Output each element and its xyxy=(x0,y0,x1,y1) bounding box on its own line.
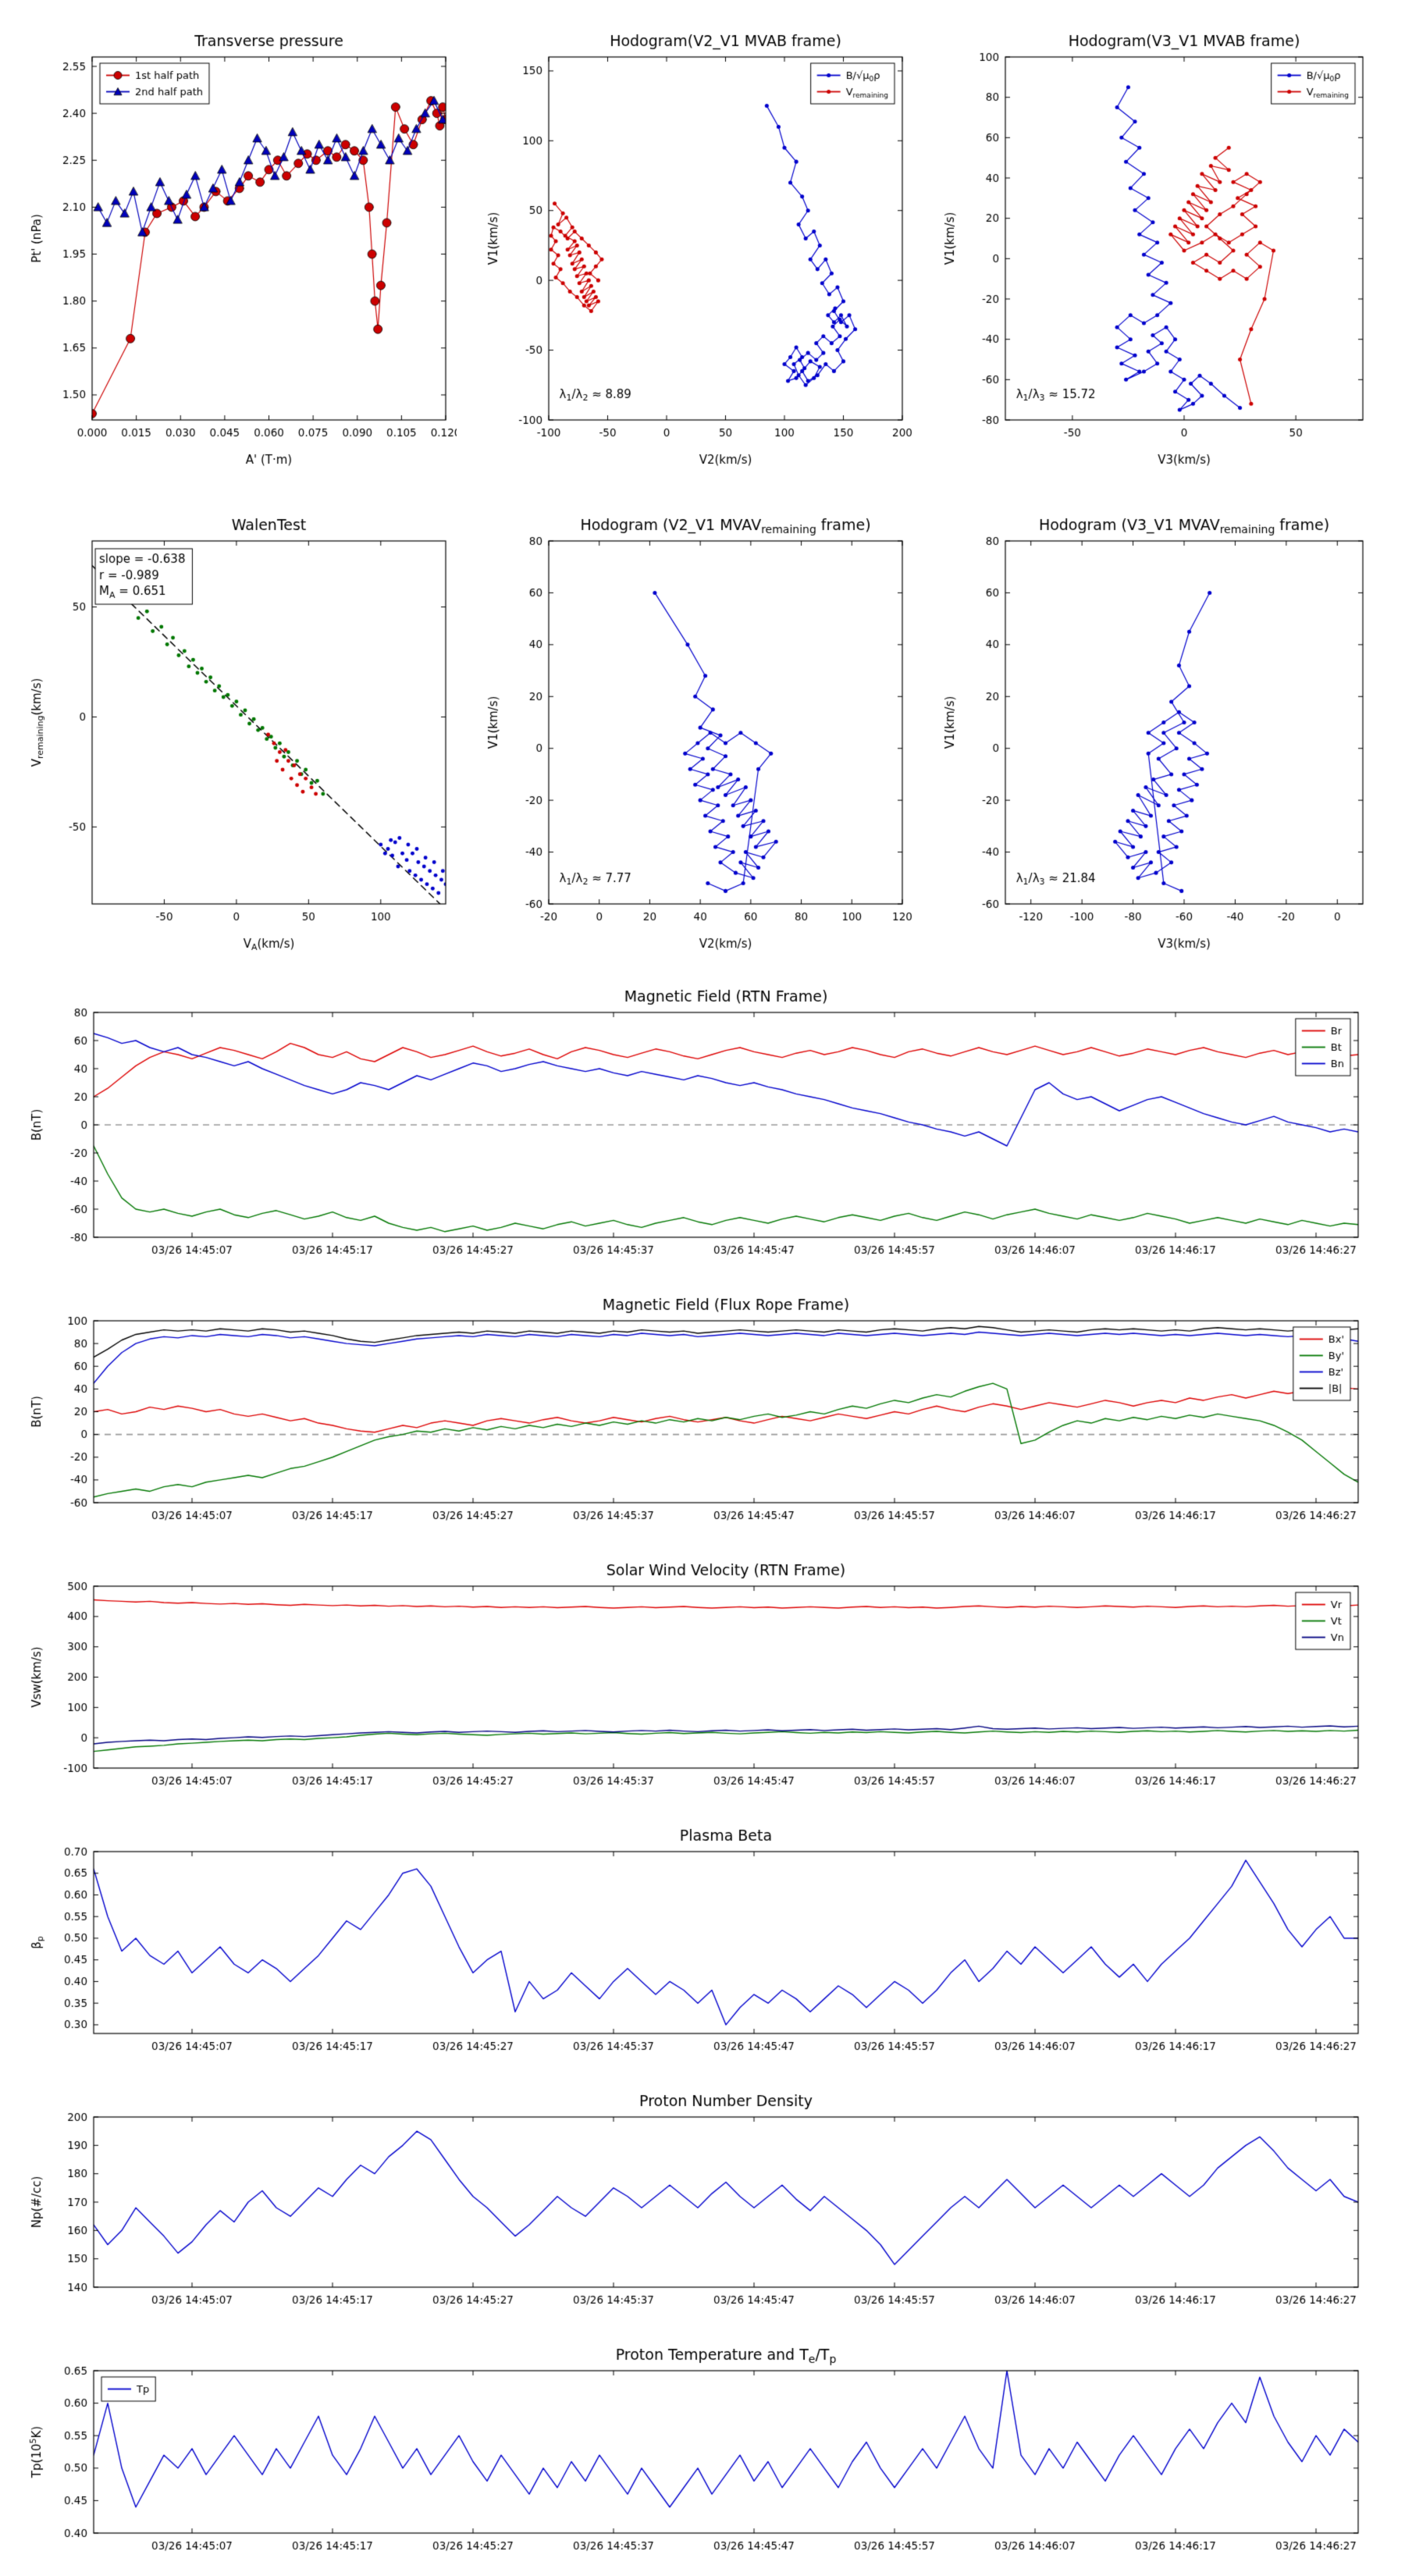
hodogram-v2v1-mvav-canvas xyxy=(480,503,913,960)
plasma-beta-canvas xyxy=(23,1819,1382,2073)
proton-density-canvas xyxy=(23,2084,1382,2326)
hodogram-v2v1-mvab-chart: Hodogram(V2_V1 MVAB frame) xyxy=(480,20,913,476)
hodogram-v2v1-mvab-canvas xyxy=(480,20,913,476)
hodogram-v3v1-mvav-chart: Hodogram (V3_V1 MVAV_{remaining} frame) xyxy=(937,503,1374,960)
proton-density-chart: Proton Number Density xyxy=(23,2084,1382,2326)
magnetic-field-fluxrope-canvas xyxy=(23,1288,1382,1542)
solar-wind-velocity-chart: Solar Wind Velocity (RTN Frame) xyxy=(23,1553,1382,1807)
hodogram-v3v1-mvav-canvas xyxy=(937,503,1374,960)
walen-test-chart: WalenTest xyxy=(23,503,457,960)
proton-temperature-chart: Proton Temperature and T_{e}/T_{p} xyxy=(23,2338,1382,2572)
hodogram-v2v1-mvav-chart: Hodogram (V2_V1 MVAV_{remaining} frame) xyxy=(480,503,913,960)
solar-wind-velocity-canvas xyxy=(23,1553,1382,1807)
plasma-beta-chart: Plasma Beta xyxy=(23,1819,1382,2073)
magnetic-field-fluxrope-chart: Magnetic Field (Flux Rope Frame) xyxy=(23,1288,1382,1542)
hodogram-v3v1-mvab-chart: Hodogram(V3_V1 MVAB frame) xyxy=(937,20,1374,476)
magnetic-field-rtn-canvas xyxy=(23,980,1382,1276)
transverse-pressure-canvas xyxy=(23,20,457,476)
magnetic-field-rtn-chart: Magnetic Field (RTN Frame) xyxy=(23,980,1382,1276)
hodogram-v3v1-mvab-canvas xyxy=(937,20,1374,476)
transverse-pressure-chart: Transverse pressure xyxy=(23,20,457,476)
walen-test-canvas xyxy=(23,503,457,960)
proton-temperature-canvas xyxy=(23,2338,1382,2572)
